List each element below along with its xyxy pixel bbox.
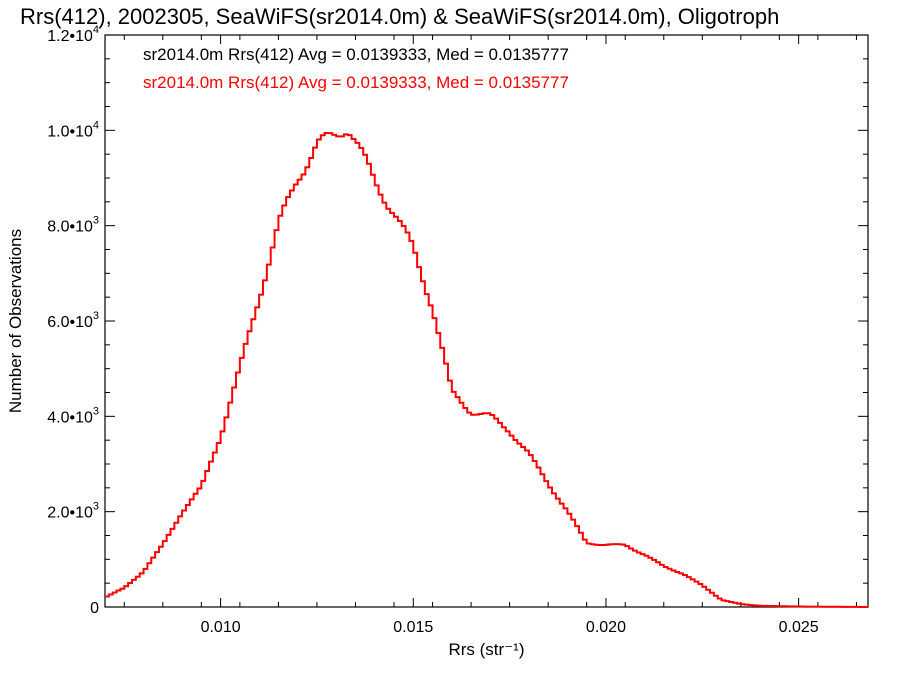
y-tick-label: 2.0•103 xyxy=(47,501,99,522)
x-tick-label: 0.015 xyxy=(393,619,433,636)
y-axis-label: Number of Observations xyxy=(6,229,25,413)
series-line-0 xyxy=(105,132,868,608)
y-tick-label: 1.2•104 xyxy=(47,24,99,45)
x-tick-label: 0.010 xyxy=(201,619,241,636)
y-ticks: 0 2.0•103 4.0•103 6.0•103 8.0•103 1.0•104 1.2•… xyxy=(47,24,868,617)
x-axis-label: Rrs (str⁻¹) xyxy=(448,640,524,659)
y-tick-label: 4.0•103 xyxy=(47,405,99,426)
legend-entry-1: sr2014.0m Rrs(412) Avg = 0.0139333, Med … xyxy=(143,73,569,92)
x-tick-label: 0.020 xyxy=(586,619,626,636)
y-tick-label: 1.0•104 xyxy=(47,119,99,140)
series-group xyxy=(105,132,868,608)
x-tick-label: 0.025 xyxy=(779,619,819,636)
y-tick-label: 8.0•103 xyxy=(47,215,99,236)
legend-entry-0: sr2014.0m Rrs(412) Avg = 0.0139333, Med … xyxy=(143,45,569,64)
y-tick-label: 0 xyxy=(90,600,99,617)
plot-frame xyxy=(104,34,869,608)
legend: sr2014.0m Rrs(412) Avg = 0.0139333, Med … xyxy=(143,45,569,92)
plot-frame-group xyxy=(104,34,869,608)
x-ticks: 0.010 0.015 0.020 0.025 xyxy=(123,35,857,636)
y-tick-label: 6.0•103 xyxy=(47,310,99,331)
chart-title: Rrs(412), 2002305, SeaWiFS(sr2014.0m) & … xyxy=(20,4,779,29)
